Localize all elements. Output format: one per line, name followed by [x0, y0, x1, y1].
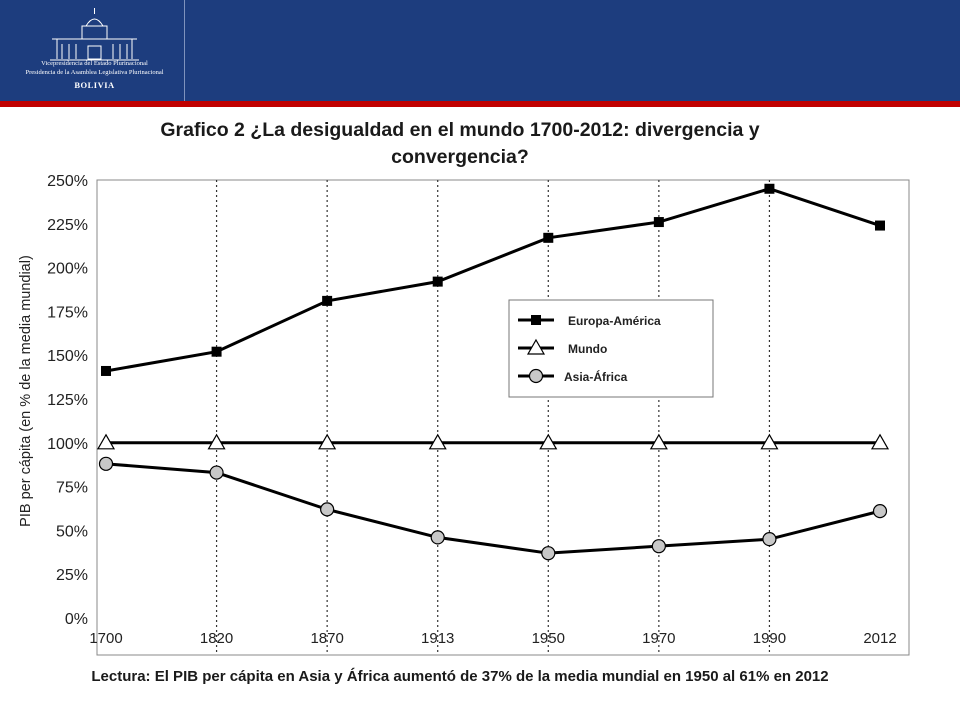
data-point-circle: [320, 502, 335, 517]
series-line-square: [105, 187, 881, 373]
data-point-square: [543, 232, 554, 243]
x-tick-label: 1970: [642, 630, 675, 647]
data-point-triangle: [870, 433, 890, 450]
x-tick-label: 2012: [863, 630, 896, 647]
y-tick-label: 125%: [47, 392, 88, 409]
header-banner: [0, 0, 960, 101]
data-point-triangle: [649, 433, 668, 450]
y-tick-label: 50%: [56, 523, 88, 540]
logo-country: BOLIVIA: [74, 80, 115, 90]
building-logo-icon: [50, 8, 139, 61]
x-tick-label: 1913: [421, 630, 454, 647]
data-point-circle: [98, 456, 114, 471]
data-point-circle: [762, 532, 777, 547]
x-tick-label: 1820: [200, 630, 233, 647]
data-point-circle: [430, 530, 445, 545]
header-accent-line: [0, 101, 960, 107]
y-tick-label: 25%: [56, 567, 88, 584]
data-point-circle: [872, 504, 888, 519]
header-divider: [184, 0, 185, 101]
series-line-circle: [105, 462, 881, 555]
data-point-circle: [209, 465, 224, 480]
y-tick-label: 0%: [65, 611, 88, 628]
logo-line-1: Vicepresidencia del Estado Plurinacional: [41, 60, 148, 67]
y-tick-label: 75%: [56, 480, 88, 497]
y-tick-label: 200%: [47, 261, 88, 278]
x-tick-label: 1950: [532, 630, 565, 647]
plot-area-border: [96, 179, 910, 656]
legend-label: Europa-América: [568, 314, 661, 328]
y-tick-label: 150%: [47, 348, 88, 365]
chart-caption: Lectura: El PIB per cápita en Asia y Áfr…: [91, 668, 829, 685]
data-point-circle: [651, 539, 666, 554]
legend-marker: [531, 315, 541, 325]
y-tick-label: 175%: [47, 304, 88, 321]
legend-marker: [528, 368, 544, 384]
x-tick-label: 1990: [753, 630, 786, 647]
data-point-square: [764, 183, 775, 194]
data-point-square: [875, 220, 885, 231]
y-tick-label: 100%: [47, 436, 88, 453]
data-point-square: [653, 217, 664, 228]
legend-marker: [526, 338, 546, 355]
chart-title: Grafico 2 ¿La desigualdad en el mundo 17…: [160, 119, 760, 168]
data-point-triangle: [207, 433, 226, 450]
y-tick-label: 250%: [47, 173, 88, 190]
legend-label: Asia-África: [564, 369, 628, 384]
data-point-triangle: [428, 433, 447, 450]
data-point-square: [101, 365, 111, 376]
data-point-triangle: [318, 433, 337, 450]
data-point-triangle: [539, 433, 558, 450]
y-tick-label: 225%: [47, 217, 88, 234]
data-point-triangle: [760, 433, 779, 450]
x-tick-label: 1700: [89, 630, 122, 647]
legend-label: Mundo: [568, 342, 607, 356]
data-point-square: [211, 346, 222, 357]
x-tick-label: 1870: [310, 630, 343, 647]
data-point-circle: [541, 546, 556, 561]
data-point-square: [432, 276, 443, 287]
data-point-square: [322, 295, 333, 306]
y-axis-label: PIB per cápita (en % de la media mundial…: [18, 255, 34, 527]
logo-line-2: Presidencia de la Asamblea Legislativa P…: [25, 69, 164, 76]
data-point-triangle: [96, 433, 116, 450]
